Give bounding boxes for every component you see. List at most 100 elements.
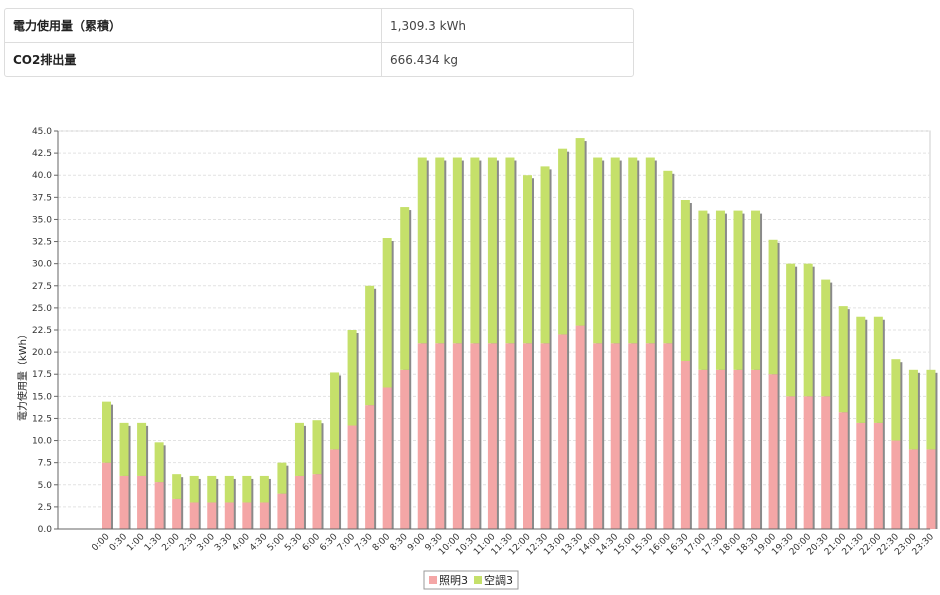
bar-lighting <box>926 449 936 529</box>
bar-lighting <box>207 502 217 529</box>
bar-aircon <box>663 170 673 344</box>
bar-aircon <box>207 475 217 503</box>
legend-box <box>423 570 519 590</box>
bar-aircon <box>838 306 848 413</box>
bar-lighting <box>347 425 357 529</box>
x-tick-label: 2:00 <box>160 532 182 554</box>
bar-lighting <box>575 325 585 529</box>
bar-aircon <box>417 157 427 344</box>
bar-aircon <box>628 157 638 344</box>
bar-aircon <box>680 199 690 361</box>
bar-aircon <box>242 475 252 503</box>
bar-aircon <box>715 210 725 370</box>
bar-lighting <box>751 369 761 529</box>
power-usage-label: 電力使用量（累積） <box>5 9 382 43</box>
bar-aircon <box>330 372 340 450</box>
legend-swatch-lighting <box>429 576 437 584</box>
x-tick-label: 2:30 <box>178 532 200 554</box>
x-tick-label: 5:30 <box>283 532 305 554</box>
y-tick-label: 10.0 <box>32 437 52 447</box>
bar-lighting <box>610 343 620 529</box>
bar-lighting <box>523 343 532 529</box>
bar-lighting <box>838 412 848 529</box>
bar-aircon <box>575 138 585 326</box>
bar-lighting <box>768 374 778 529</box>
x-tick-label: 1:00 <box>125 532 147 554</box>
bar-lighting <box>382 387 392 529</box>
bar-aircon <box>224 475 234 503</box>
x-tick-label: 5:00 <box>266 532 288 554</box>
bar-aircon <box>733 210 743 370</box>
bar-aircon <box>470 157 480 344</box>
bar-lighting <box>680 360 690 529</box>
y-tick-label: 35.0 <box>32 215 52 225</box>
bar-aircon <box>856 316 866 423</box>
y-tick-label: 25.0 <box>32 304 52 314</box>
bar-lighting <box>786 396 796 529</box>
summary-table: 電力使用量（累積） 1,309.3 kWh CO2排出量 666.434 kg <box>4 8 634 77</box>
bar-lighting <box>259 502 269 529</box>
bar-lighting <box>224 502 234 529</box>
bar-lighting <box>119 475 129 529</box>
summary-row-co2: CO2排出量 666.434 kg <box>5 43 633 76</box>
bar-aircon <box>365 285 375 406</box>
bar-aircon <box>382 238 392 388</box>
bar-aircon <box>154 442 164 483</box>
bar-aircon <box>435 157 445 344</box>
bar-lighting <box>172 498 182 529</box>
bar-lighting <box>294 475 304 529</box>
bar-lighting <box>242 502 252 529</box>
summary-row-power: 電力使用量（累積） 1,309.3 kWh <box>5 9 633 43</box>
bar-lighting <box>821 396 831 529</box>
x-tick-label: 0:00 <box>90 532 112 554</box>
bar-aircon <box>487 157 497 344</box>
bar-aircon <box>452 157 462 344</box>
bar-lighting <box>628 343 638 529</box>
bar-lighting <box>330 449 340 529</box>
bar-lighting <box>856 422 866 529</box>
y-tick-label: 27.5 <box>32 282 52 292</box>
bar-lighting <box>908 449 918 529</box>
bar-lighting <box>102 462 111 529</box>
bar-aircon <box>294 422 304 476</box>
bar-aircon <box>119 422 129 476</box>
y-axis-label: 電力使用量（kWh） <box>16 329 29 421</box>
bar-aircon <box>698 210 708 370</box>
bar-lighting <box>189 502 199 529</box>
bar-lighting <box>137 475 147 529</box>
bar-lighting <box>558 334 568 529</box>
bar-lighting <box>435 343 445 529</box>
y-tick-label: 32.5 <box>32 238 52 248</box>
bar-lighting <box>452 343 462 529</box>
legend-swatch-aircon <box>474 576 482 584</box>
y-tick-label: 17.5 <box>32 370 52 380</box>
bar-lighting <box>505 343 515 529</box>
y-tick-label: 5.0 <box>38 481 53 491</box>
y-tick-label: 15.0 <box>32 392 52 402</box>
bar-lighting <box>154 482 164 529</box>
chart-bars <box>102 138 938 530</box>
power-usage-value: 1,309.3 kWh <box>382 9 633 43</box>
bar-aircon <box>803 263 813 397</box>
y-tick-label: 7.5 <box>38 459 52 469</box>
bar-aircon <box>873 316 883 423</box>
bar-lighting <box>277 493 287 529</box>
bar-aircon <box>593 157 603 344</box>
x-tick-label: 6:00 <box>301 532 323 554</box>
bar-lighting <box>312 474 322 529</box>
bar-lighting <box>733 369 743 529</box>
y-tick-label: 0.0 <box>38 525 53 535</box>
bar-aircon <box>347 330 357 426</box>
bar-aircon <box>400 207 410 370</box>
bar-aircon <box>610 157 620 344</box>
x-tick-label: 4:30 <box>248 532 270 554</box>
bar-lighting <box>365 405 375 529</box>
bar-aircon <box>505 157 515 344</box>
x-tick-label: 1:30 <box>143 532 165 554</box>
bar-aircon <box>558 148 568 335</box>
bar-aircon <box>751 210 761 370</box>
bar-lighting <box>540 343 550 529</box>
x-tick-label: 6:30 <box>318 532 340 554</box>
y-tick-label: 37.5 <box>32 193 52 203</box>
y-tick-label: 12.5 <box>32 414 52 424</box>
